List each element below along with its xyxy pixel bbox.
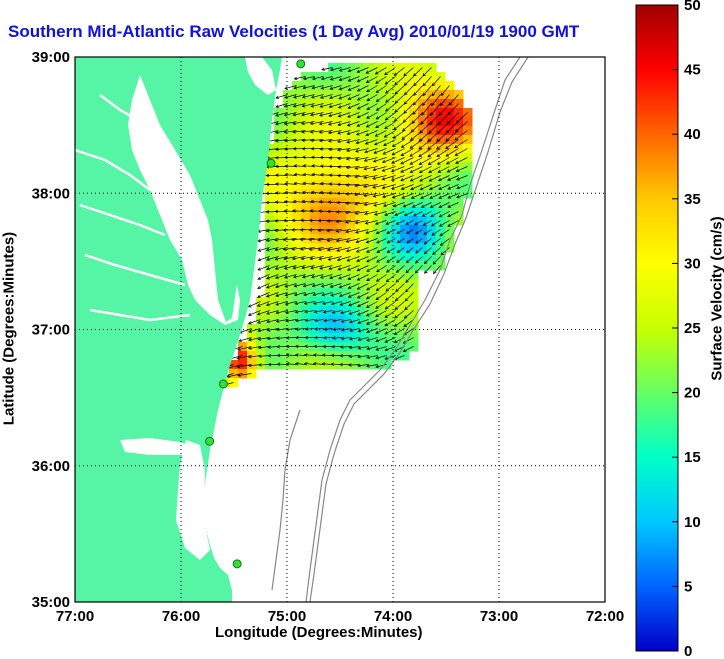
y-tick: 35:00 <box>32 594 70 611</box>
colorbar-tick: 5 <box>684 578 692 595</box>
radar-stations <box>205 59 306 569</box>
colorbar-tick: 35 <box>684 191 701 208</box>
colorbar-tick: 45 <box>684 62 701 79</box>
velocity-vectors <box>211 67 468 388</box>
colorbar-tick: 15 <box>684 449 701 466</box>
x-tick: 75:00 <box>268 608 306 625</box>
colorbar-tick: 25 <box>684 320 701 337</box>
x-axis-label: Longitude (Degrees:Minutes) <box>215 624 423 641</box>
grid-lines <box>75 57 605 602</box>
rivers <box>75 94 191 322</box>
station-marker <box>296 59 306 69</box>
y-tick: 39:00 <box>32 49 70 66</box>
plot-frame <box>74 56 606 603</box>
station-marker <box>266 158 276 168</box>
station-marker <box>232 559 242 569</box>
colorbar-tick: 10 <box>684 514 701 531</box>
station-marker <box>205 436 215 446</box>
delaware-bay <box>245 57 276 95</box>
colorbar-tick: 20 <box>684 385 701 402</box>
colorbar-tick: 40 <box>684 126 701 143</box>
colorbar-tick: 0 <box>684 643 692 659</box>
chesapeake-bay <box>128 75 240 325</box>
colorbar-tick: 50 <box>684 0 701 14</box>
chart-title: Southern Mid-Atlantic Raw Velocities (1 … <box>8 22 580 41</box>
x-tick-labels: 77:00 76:00 75:00 74:00 73:00 72:00 <box>56 608 624 625</box>
bathymetry-contours <box>271 57 529 602</box>
colorbar <box>635 4 679 652</box>
y-axis-label: Latitude (Degrees:Minutes) <box>0 231 18 426</box>
y-tick: 38:00 <box>32 185 70 202</box>
y-tick: 36:00 <box>32 458 70 475</box>
y-tick-labels: 39:00 38:00 37:00 36:00 35:00 <box>32 49 70 611</box>
delmarva-peninsula <box>190 85 268 322</box>
x-tick: 72:00 <box>586 608 624 625</box>
x-tick: 76:00 <box>162 608 200 625</box>
albemarle-sound <box>120 438 195 455</box>
colorbar-tick: 30 <box>684 255 701 272</box>
colorbar-label: Surface Velocity (cm/s) <box>708 216 724 381</box>
x-tick: 73:00 <box>480 608 518 625</box>
station-marker <box>218 379 228 389</box>
y-tick: 37:00 <box>32 322 70 339</box>
pamlico-sound <box>176 440 210 560</box>
x-tick: 74:00 <box>374 608 412 625</box>
x-tick: 77:00 <box>56 608 94 625</box>
